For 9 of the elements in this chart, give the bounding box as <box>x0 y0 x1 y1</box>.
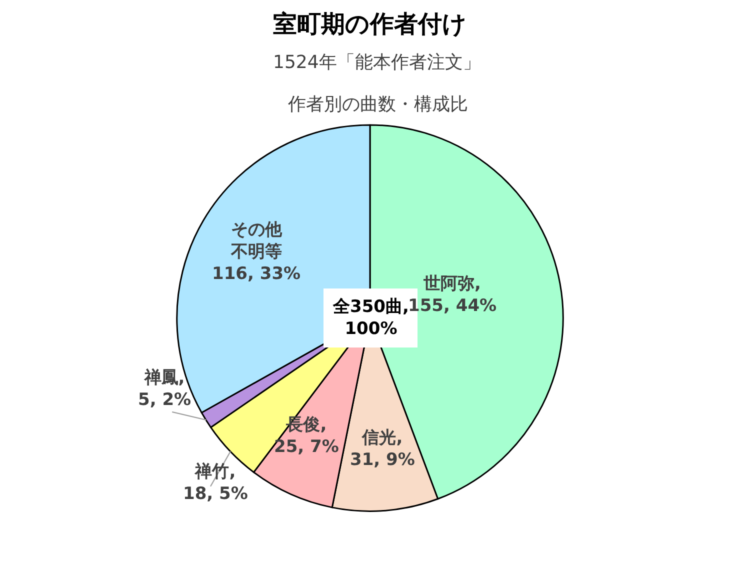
chart-title: 室町期の作者付け <box>273 10 467 38</box>
data-label: 禅竹, 18, 5% <box>183 462 248 504</box>
chart-subtitle: 1524年「能本作者注文」 <box>273 52 481 73</box>
data-label: その他不明等 116, 33% <box>212 220 301 284</box>
data-label: 信光, 31, 9% <box>350 428 415 470</box>
data-label: 禅鳳, 5, 2% <box>138 368 192 410</box>
text: 作者別の曲数・構成比 <box>287 94 468 115</box>
data-label: 世阿弥, 155, 44% <box>408 274 497 316</box>
text: 全350曲, 100% <box>332 297 409 340</box>
